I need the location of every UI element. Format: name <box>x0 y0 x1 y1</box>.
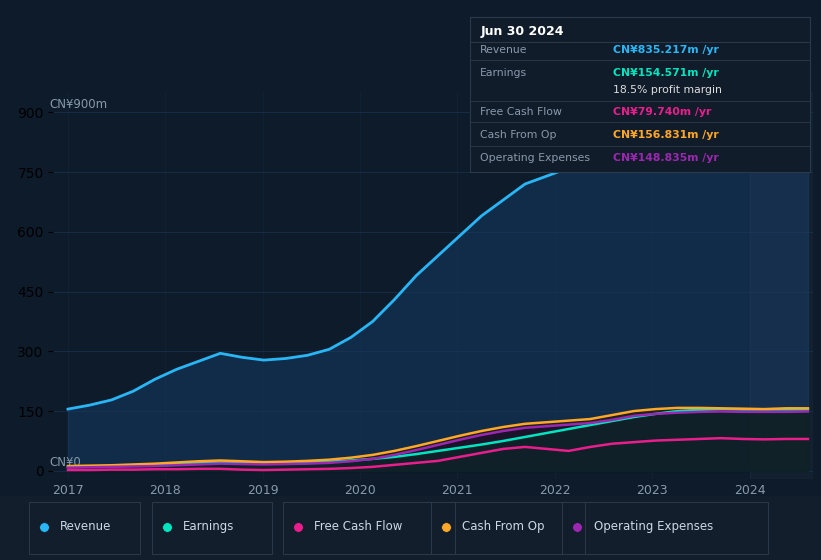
Text: 18.5% profit margin: 18.5% profit margin <box>612 85 722 95</box>
Text: Cash From Op: Cash From Op <box>462 520 544 533</box>
Bar <box>29 502 140 553</box>
Text: Cash From Op: Cash From Op <box>480 130 557 140</box>
Text: Operating Expenses: Operating Expenses <box>480 153 590 164</box>
Bar <box>283 502 455 553</box>
Text: Revenue: Revenue <box>480 45 528 55</box>
Bar <box>750 92 813 479</box>
Text: CN¥154.571m /yr: CN¥154.571m /yr <box>612 68 718 78</box>
Text: Operating Expenses: Operating Expenses <box>594 520 713 533</box>
Text: CN¥0: CN¥0 <box>49 456 81 469</box>
Text: CN¥156.831m /yr: CN¥156.831m /yr <box>612 130 718 140</box>
Text: Earnings: Earnings <box>480 68 527 78</box>
Bar <box>431 502 585 553</box>
Text: CN¥900m: CN¥900m <box>49 98 108 111</box>
Text: Jun 30 2024: Jun 30 2024 <box>480 25 564 38</box>
Text: Free Cash Flow: Free Cash Flow <box>314 520 403 533</box>
Text: Free Cash Flow: Free Cash Flow <box>480 107 562 117</box>
Text: Earnings: Earnings <box>183 520 235 533</box>
Text: Revenue: Revenue <box>60 520 112 533</box>
Text: CN¥148.835m /yr: CN¥148.835m /yr <box>612 153 718 164</box>
Bar <box>562 502 768 553</box>
Bar <box>152 502 272 553</box>
Text: CN¥835.217m /yr: CN¥835.217m /yr <box>612 45 718 55</box>
Text: CN¥79.740m /yr: CN¥79.740m /yr <box>612 107 711 117</box>
